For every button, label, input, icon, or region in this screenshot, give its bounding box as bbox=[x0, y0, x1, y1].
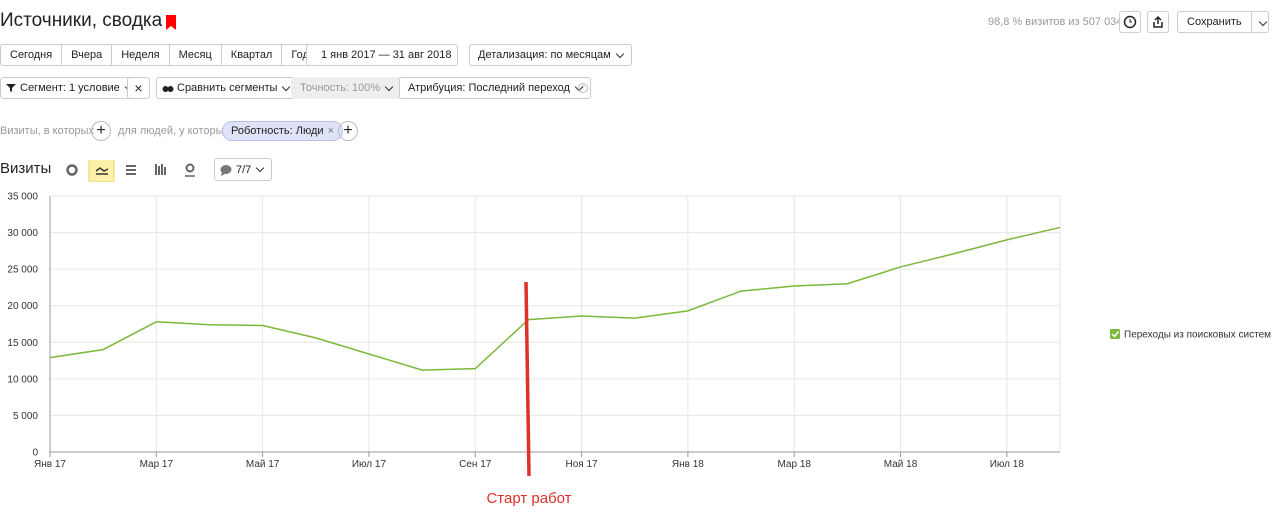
export-button[interactable] bbox=[1147, 11, 1169, 33]
attribution-text: Атрибуция: Последний переход bbox=[408, 82, 570, 94]
y-tick-label: 15 000 bbox=[7, 338, 38, 349]
series-line bbox=[49, 226, 1061, 371]
bar-icon[interactable] bbox=[155, 164, 166, 175]
visits-condition-label: Визиты, в которых bbox=[0, 125, 94, 137]
x-tick-label: Мар 18 bbox=[777, 459, 811, 470]
segment-clear[interactable]: × bbox=[127, 77, 150, 99]
map-icon[interactable] bbox=[185, 163, 195, 173]
y-tick-label: 0 bbox=[32, 448, 38, 459]
line-icon[interactable] bbox=[88, 160, 115, 182]
x-tick-label: Янв 18 bbox=[672, 459, 704, 470]
bookmark-icon[interactable] bbox=[166, 15, 177, 31]
y-tick-label: 10 000 bbox=[7, 374, 38, 385]
y-tick-label: 25 000 bbox=[7, 265, 38, 276]
detail-select[interactable]: Детализация: по месяцам bbox=[469, 44, 632, 66]
area-icon[interactable] bbox=[126, 165, 136, 175]
x-tick-label: Май 18 bbox=[884, 459, 918, 470]
attribution-select[interactable]: Атрибуция: Последний переход bbox=[399, 77, 591, 99]
condition-tag[interactable]: Роботность: Люди × bbox=[222, 121, 343, 141]
period-group: Сегодня Вчера Неделя Месяц Квартал Год bbox=[0, 44, 319, 66]
history-button[interactable] bbox=[1119, 11, 1141, 33]
chart-type-icons bbox=[66, 160, 195, 182]
accuracy-select[interactable]: Точность: 100% bbox=[291, 77, 402, 99]
x-tick-label: Янв 17 bbox=[34, 459, 66, 470]
chart-title: Визиты bbox=[0, 160, 52, 177]
date-range-text: 1 янв 2017 — 31 авг 2018 bbox=[321, 49, 452, 61]
compare-select[interactable]: Сравнить сегменты bbox=[156, 77, 299, 99]
y-tick-label: 5 000 bbox=[13, 411, 38, 422]
legend-checkbox[interactable] bbox=[1110, 329, 1120, 339]
x-tick-label: Мар 17 bbox=[140, 459, 174, 470]
x-tick-label: Май 17 bbox=[246, 459, 280, 470]
y-tick-label: 20 000 bbox=[7, 301, 38, 312]
segment-select[interactable]: Сегмент: 1 условие bbox=[0, 77, 141, 99]
condition-tag-text: Роботность: Люди bbox=[231, 125, 324, 137]
x-tick-label: Июл 17 bbox=[352, 459, 387, 470]
compare-text: Сравнить сегменты bbox=[177, 82, 278, 94]
y-tick-label: 30 000 bbox=[7, 228, 38, 239]
metrics-select[interactable]: 7/7 bbox=[214, 158, 273, 181]
help-icon[interactable]: ? bbox=[578, 83, 588, 93]
y-tick-label: 35 000 bbox=[7, 192, 38, 203]
add-visit-condition[interactable]: + bbox=[91, 121, 111, 141]
date-range[interactable]: 1 янв 2017 — 31 авг 2018 bbox=[306, 44, 458, 66]
legend-label: Переходы из поисковых систем bbox=[1124, 330, 1271, 341]
annotation-text: Старт работ bbox=[486, 490, 571, 507]
visits-stats: 98,8 % визитов из 507 034 bbox=[988, 16, 1123, 28]
people-condition-label: для людей, у которых bbox=[118, 125, 229, 137]
segment-text: Сегмент: 1 условие bbox=[20, 82, 120, 94]
page-title: Источники, сводка bbox=[0, 10, 163, 31]
x-tick-label: Ноя 17 bbox=[566, 459, 599, 470]
metrics-count: 7/7 bbox=[236, 163, 252, 176]
pie-icon[interactable] bbox=[66, 164, 78, 176]
annotation-line bbox=[524, 281, 531, 477]
accuracy-text: Точность: 100% bbox=[300, 82, 381, 94]
add-people-condition[interactable]: + bbox=[338, 121, 358, 141]
save-button[interactable]: Сохранить bbox=[1177, 11, 1269, 33]
x-tick-label: Июл 18 bbox=[990, 459, 1025, 470]
save-label: Сохранить bbox=[1178, 12, 1252, 32]
detail-text: Детализация: по месяцам bbox=[478, 49, 611, 61]
legend-check bbox=[1111, 331, 1120, 338]
x-tick-label: Сен 17 bbox=[459, 459, 492, 470]
